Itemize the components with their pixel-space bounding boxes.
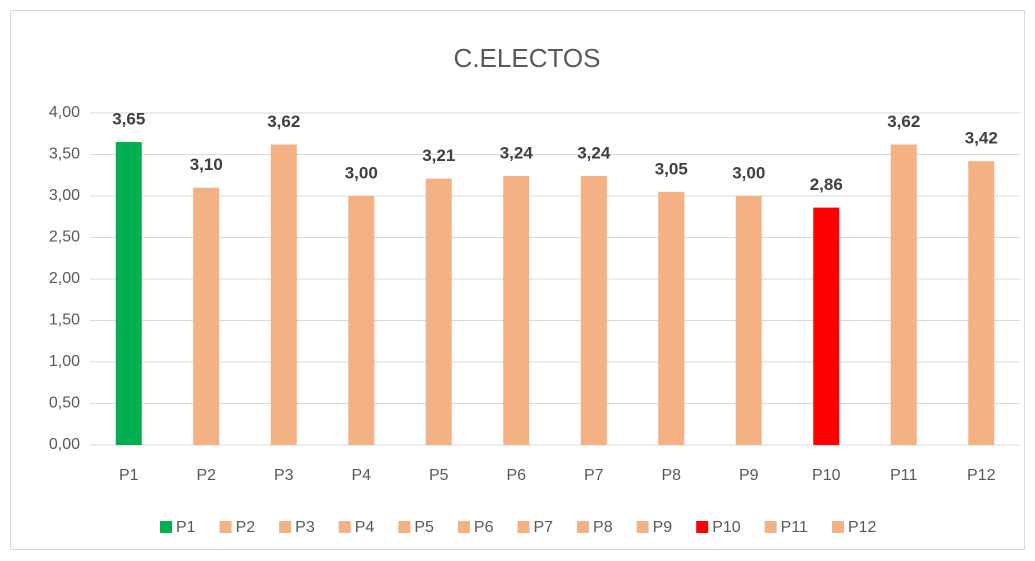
bar <box>270 144 297 446</box>
data-label: 3,62 <box>887 112 920 131</box>
bar <box>968 161 995 445</box>
data-label: 3,10 <box>190 155 223 174</box>
legend-label: P11 <box>781 519 808 536</box>
x-tick-label: P9 <box>739 467 759 484</box>
legend-swatch <box>160 521 172 533</box>
legend-label: P5 <box>414 519 434 536</box>
y-tick-label: 3,50 <box>49 146 80 163</box>
legend-label: P6 <box>474 519 494 536</box>
x-tick-label: P8 <box>661 467 681 484</box>
legend-label: P2 <box>236 519 256 536</box>
y-tick-label: 2,50 <box>49 229 80 246</box>
data-label: 2,86 <box>810 175 843 194</box>
data-label: 3,65 <box>112 110 145 129</box>
legend-swatch <box>577 521 590 533</box>
legend-swatch <box>696 521 709 533</box>
bar <box>115 142 142 446</box>
y-tick-label: 1,50 <box>49 312 80 329</box>
y-tick-label: 4,00 <box>49 104 80 121</box>
y-tick-label: 0,50 <box>49 395 80 412</box>
data-label: 3,00 <box>732 163 765 182</box>
legend-label: P7 <box>533 519 553 536</box>
x-tick-label: P6 <box>506 467 526 484</box>
y-tick-label: 0,00 <box>49 436 80 453</box>
legend-label: P3 <box>295 519 315 536</box>
legend-swatch <box>517 521 530 533</box>
legend-swatch <box>398 521 411 533</box>
bar <box>503 176 530 445</box>
bar <box>580 176 607 445</box>
bar <box>348 196 375 445</box>
x-tick-label: P5 <box>429 467 449 484</box>
bar <box>425 178 452 445</box>
x-tick-label: P1 <box>119 467 139 484</box>
legend-label: P12 <box>848 519 877 536</box>
legend-swatch <box>636 521 649 533</box>
x-tick-label: P11 <box>890 467 917 484</box>
bar <box>193 187 220 445</box>
data-label: 3,05 <box>655 159 688 178</box>
x-tick-label: P12 <box>967 467 996 484</box>
bar <box>658 191 685 445</box>
x-tick-label: P7 <box>584 467 604 484</box>
bar <box>735 196 762 445</box>
y-tick-label: 3,00 <box>49 187 80 204</box>
data-label: 3,62 <box>267 112 300 131</box>
data-label: 3,24 <box>577 144 611 163</box>
legend-swatch <box>338 521 351 533</box>
legend-label: P9 <box>653 519 673 536</box>
data-label: 3,21 <box>422 146 455 165</box>
legend-label: P10 <box>712 519 741 536</box>
chart-title: C.ELECTOS <box>454 43 601 73</box>
legend-label: P8 <box>593 519 613 536</box>
legend-label: P1 <box>176 519 196 536</box>
legend-swatch <box>219 521 232 533</box>
y-tick-label: 1,00 <box>49 353 80 370</box>
legend-swatch <box>764 521 777 533</box>
legend-swatch <box>279 521 292 533</box>
legend-swatch <box>831 521 844 533</box>
x-tick-label: P10 <box>812 467 841 484</box>
legend-label: P4 <box>355 519 375 536</box>
x-tick-label: P3 <box>274 467 294 484</box>
bar <box>890 144 917 446</box>
x-tick-label: P4 <box>351 467 371 484</box>
bar <box>813 207 840 445</box>
data-label: 3,42 <box>965 129 998 148</box>
legend-swatch <box>457 521 470 533</box>
x-tick-label: P2 <box>196 467 216 484</box>
data-label: 3,24 <box>500 144 534 163</box>
data-label: 3,00 <box>345 163 378 182</box>
y-tick-label: 2,00 <box>49 270 80 287</box>
